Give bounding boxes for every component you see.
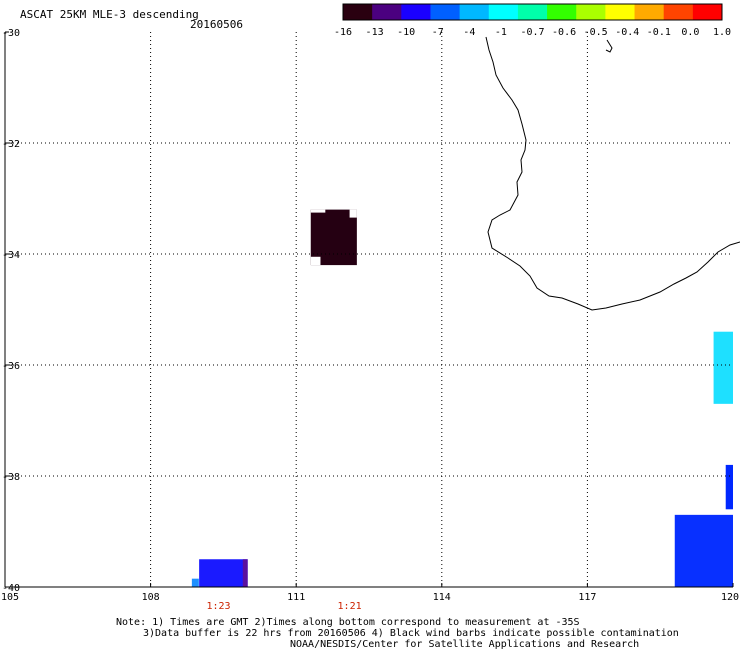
lat-tick-label: -36 (2, 361, 20, 372)
colorbar-segment (663, 4, 694, 20)
colorbar-segment (488, 4, 519, 20)
lat-tick-label: -40 (2, 583, 20, 594)
colorbar-segment (605, 4, 636, 20)
product-date: 20160506 (190, 18, 243, 31)
dark-patch (310, 209, 357, 266)
colorbar-label: -1 (495, 27, 507, 38)
data-patches (191, 209, 733, 587)
colorbar-label: -0.4 (615, 27, 639, 38)
colorbar-segment (459, 4, 490, 20)
colorbar-segment (372, 4, 402, 20)
pass-time-label: 1:23 (206, 601, 230, 612)
colorbar-label: -13 (366, 27, 384, 38)
colorbar-label: 0.0 (681, 27, 699, 38)
bottom-left-pixel (191, 578, 199, 587)
lat-tick-label: -30 (2, 28, 20, 39)
lat-tick-label: -34 (2, 250, 20, 261)
lon-tick-label: 108 (142, 592, 160, 603)
pass-time-label: 1:21 (338, 601, 362, 612)
colorbar-segment (692, 4, 723, 20)
colorbar-label: -7 (432, 27, 444, 38)
blue-patch-bottom-left (199, 559, 248, 587)
product-title: ASCAT 25KM MLE-3 descending (20, 8, 199, 21)
colorbar-label: -0.6 (552, 27, 576, 38)
dark-patch-notch (310, 256, 321, 266)
lon-tick-label: 120 (721, 592, 739, 603)
colorbar-label: -16 (334, 27, 352, 38)
lon-tick-label: 114 (433, 592, 451, 603)
colorbar-segment (576, 4, 606, 20)
colorbar-segment (343, 4, 373, 20)
colorbar-segment (430, 4, 461, 20)
colorbar-label: -4 (463, 27, 475, 38)
colorbar-label: -10 (397, 27, 415, 38)
footer-credit: NOAA/NESDIS/Center for Satellite Applica… (290, 639, 640, 650)
colorbar-label: 1.0 (713, 27, 731, 38)
footer-note-2: 3)Data buffer is 22 hrs from 20160506 4)… (143, 628, 679, 639)
lat-tick-label: -38 (2, 472, 20, 483)
lat-tick-label: -32 (2, 139, 20, 150)
colorbar-frame (342, 3, 723, 21)
blue-patch-right-mid (725, 464, 733, 510)
colorbar: -16 -13 -10 -7 -4 -1 -0.7 -0.6 -0.5 -0.4 -0.1 0.0 1.… (334, 3, 731, 38)
gridlines (5, 32, 733, 587)
coast-inlet (605, 39, 613, 53)
colorbar-segment (517, 4, 548, 20)
dark-patch-notch (349, 209, 357, 218)
cyan-patch (713, 331, 733, 404)
colorbar-segment (547, 4, 577, 20)
colorbar-label: -0.1 (647, 27, 671, 38)
blue-patch-right-bottom (674, 514, 733, 587)
footer-note-1: Note: 1) Times are GMT 2)Times along bot… (116, 617, 580, 628)
colorbar-segment (401, 4, 431, 20)
colorbar-label: -0.7 (520, 27, 544, 38)
lon-tick-label: 105 (1, 592, 19, 603)
dark-patch-notch (310, 209, 326, 213)
bottom-left-edge (242, 559, 248, 587)
lon-tick-label: 117 (578, 592, 596, 603)
coastline (485, 36, 740, 311)
colorbar-label: -0.5 (584, 27, 608, 38)
lon-tick-label: 111 (287, 592, 305, 603)
colorbar-segment (634, 4, 665, 20)
